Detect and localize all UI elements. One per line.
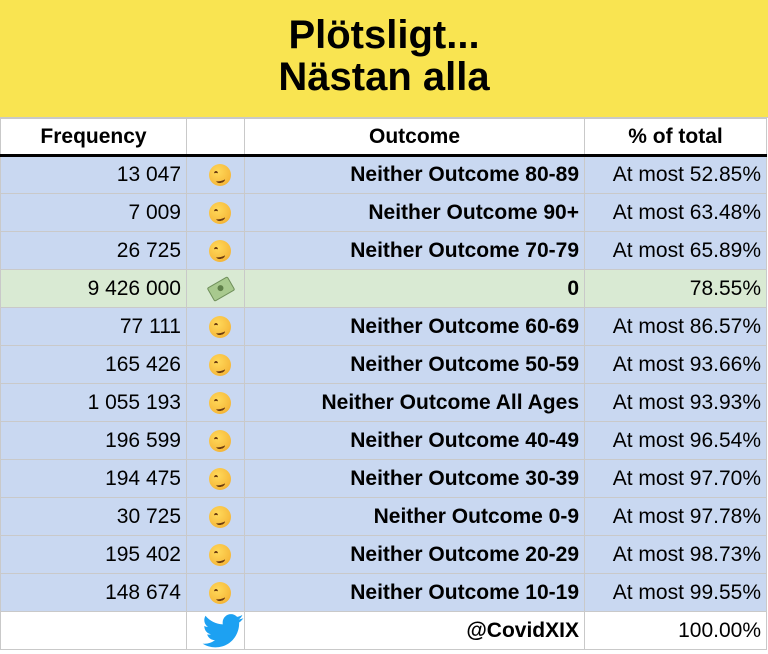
icon-cell[interactable] [186,345,245,384]
icon-cell[interactable] [186,383,245,422]
outcome-cell[interactable]: Neither Outcome 60-69 [244,307,585,346]
icon-cell[interactable] [186,307,245,346]
footer-pct-cell[interactable]: 100.00% [584,611,767,650]
frequency-cell[interactable]: 194 475 [0,459,187,498]
pct-cell[interactable]: At most 63.48% [584,193,767,232]
smirk-face-icon [209,543,231,566]
smirk-face-icon [209,164,231,187]
outcome-cell[interactable]: Neither Outcome 70-79 [244,231,585,270]
money-wings-icon [206,275,236,302]
icon-cell[interactable] [186,421,245,460]
frequency-cell[interactable]: 148 674 [0,573,187,612]
pct-cell[interactable]: At most 65.89% [584,231,767,270]
outcome-cell[interactable]: Neither Outcome 50-59 [244,345,585,384]
frequency-cell[interactable]: 9 426 000 [0,269,187,308]
pct-cell[interactable]: At most 97.78% [584,497,767,536]
smirk-face-icon [209,315,231,338]
table-row: 165 426 Neither Outcome 50-59 At most 93.6… [0,345,767,384]
table-row: 13 047 Neither Outcome 80-89 At most 52.85… [0,155,767,194]
icon-cell[interactable] [186,231,245,270]
smirk-face-icon [209,429,231,452]
pct-cell[interactable]: At most 86.57% [584,307,767,346]
icon-cell[interactable] [186,269,245,308]
pct-cell[interactable]: 78.55% [584,269,767,308]
frequency-cell[interactable]: 1 055 193 [0,383,187,422]
smirk-face-icon [209,467,231,490]
header-frequency[interactable]: Frequency [0,118,187,157]
footer-row: @CovidXIX 100.00% [0,611,767,650]
footer-frequency-cell[interactable] [0,611,187,650]
frequency-cell[interactable]: 165 426 [0,345,187,384]
header-pct[interactable]: % of total [584,118,767,157]
pct-cell[interactable]: At most 97.70% [584,459,767,498]
smirk-face-icon [209,505,231,528]
title-banner: Plötsligt... Nästan alla [0,0,768,118]
frequency-cell[interactable]: 77 111 [0,307,187,346]
icon-cell[interactable] [186,459,245,498]
table-row: 196 599 Neither Outcome 40-49 At most 96.5… [0,421,767,460]
outcome-cell[interactable]: Neither Outcome 30-39 [244,459,585,498]
icon-cell[interactable] [186,535,245,574]
data-table: Frequency Outcome % of total 13 047 Neith… [0,118,767,650]
frequency-cell[interactable]: 196 599 [0,421,187,460]
outcome-cell[interactable]: Neither Outcome 20-29 [244,535,585,574]
pct-cell[interactable]: At most 52.85% [584,155,767,194]
frequency-cell[interactable]: 13 047 [0,155,187,194]
header-outcome[interactable]: Outcome [244,118,585,157]
outcome-cell[interactable]: 0 [244,269,585,308]
pct-cell[interactable]: At most 99.55% [584,573,767,612]
header-row: Frequency Outcome % of total [0,118,767,157]
frequency-cell[interactable]: 30 725 [0,497,187,536]
smirk-face-icon [209,353,231,376]
table-row: 1 055 193 Neither Outcome All Ages At most… [0,383,767,422]
outcome-cell[interactable]: Neither Outcome 0-9 [244,497,585,536]
table-row: 9 426 000 0 78.55% [0,269,767,308]
smirk-face-icon [209,201,231,224]
outcome-cell[interactable]: Neither Outcome 90+ [244,193,585,232]
outcome-cell[interactable]: Neither Outcome 80-89 [244,155,585,194]
outcome-cell[interactable]: Neither Outcome 10-19 [244,573,585,612]
title-line-2: Nästan alla [278,55,490,99]
pct-cell[interactable]: At most 96.54% [584,421,767,460]
icon-cell[interactable] [186,193,245,232]
outcome-cell[interactable]: Neither Outcome 40-49 [244,421,585,460]
header-blank[interactable] [186,118,245,157]
footer-handle-cell[interactable]: @CovidXIX [244,611,585,650]
frequency-cell[interactable]: 195 402 [0,535,187,574]
icon-cell[interactable] [186,497,245,536]
pct-cell[interactable]: At most 93.66% [584,345,767,384]
table-row: 7 009 Neither Outcome 90+ At most 63.48% [0,193,767,232]
frequency-cell[interactable]: 26 725 [0,231,187,270]
table-row: 148 674 Neither Outcome 10-19 At most 99.5… [0,573,767,612]
icon-cell[interactable] [186,155,245,194]
table-row: 195 402 Neither Outcome 20-29 At most 98.7… [0,535,767,574]
twitter-bird-icon [202,613,244,647]
table-row: 26 725 Neither Outcome 70-79 At most 65.89… [0,231,767,270]
outcome-cell[interactable]: Neither Outcome All Ages [244,383,585,422]
title-line-1: Plötsligt... [288,13,480,57]
pct-cell[interactable]: At most 98.73% [584,535,767,574]
table-row: 194 475 Neither Outcome 30-39 At most 97.7… [0,459,767,498]
footer-icon-cell[interactable] [186,611,245,650]
table-row: 77 111 Neither Outcome 60-69 At most 86.57… [0,307,767,346]
table-row: 30 725 Neither Outcome 0-9 At most 97.78% [0,497,767,536]
smirk-face-icon [209,581,231,604]
smirk-face-icon [209,239,231,262]
frequency-cell[interactable]: 7 009 [0,193,187,232]
pct-cell[interactable]: At most 93.93% [584,383,767,422]
icon-cell[interactable] [186,573,245,612]
smirk-face-icon [209,391,231,414]
